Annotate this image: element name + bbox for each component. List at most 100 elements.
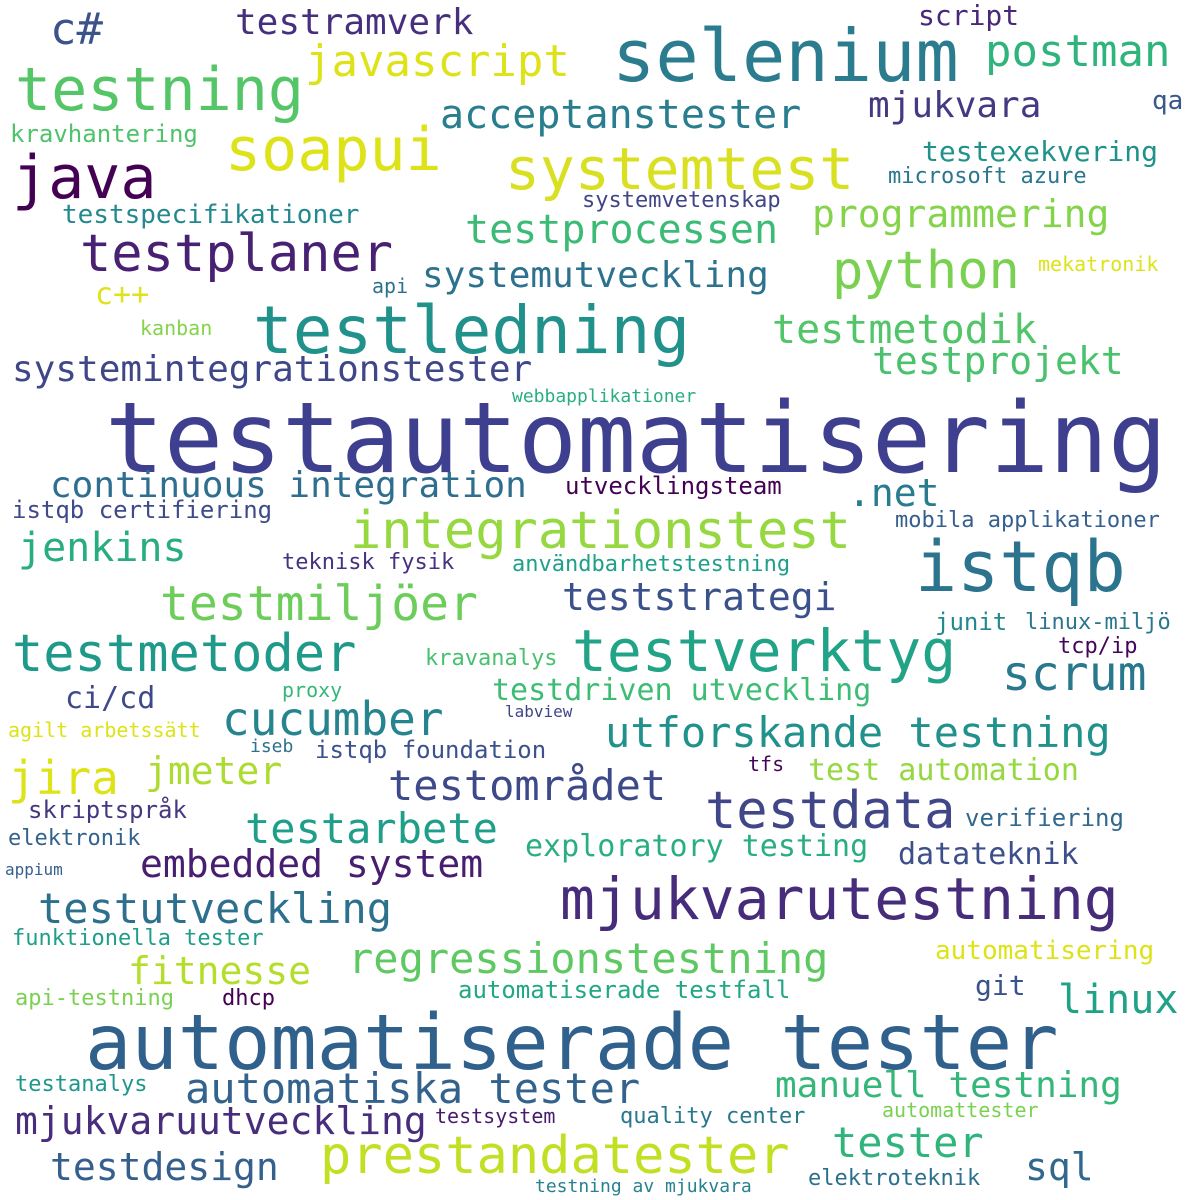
word-testmetodik: testmetodik (772, 307, 1037, 353)
word-kravhantering: kravhantering (10, 120, 198, 148)
word-exploratory-testing: exploratory testing (525, 829, 869, 864)
word-ci-cd: ci/cd (65, 681, 156, 716)
word-continuous-integration: continuous integration (50, 465, 527, 506)
word-elektroteknik: elektroteknik (808, 1166, 981, 1191)
word-testdriven-utveckling: testdriven utveckling (492, 673, 872, 708)
word-funktionella-tester: funktionella tester (12, 926, 264, 951)
word-datateknik: datateknik (898, 837, 1079, 872)
word-testning: testning (15, 55, 304, 125)
word-testledning: testledning (253, 292, 691, 369)
word-qa: qa (1152, 86, 1184, 116)
word-automatiska-tester: automatiska tester (185, 1064, 641, 1113)
word-api-testning: api-testning (15, 986, 174, 1011)
word-systemintegrationstester: systemintegrationstester (12, 349, 533, 390)
word-testanalys: testanalys (15, 1072, 148, 1097)
word-python: python (832, 241, 1020, 301)
word-linux: linux (1058, 977, 1179, 1023)
word-proxy: proxy (282, 678, 343, 702)
word-automatisering: automatisering (935, 936, 1155, 966)
word-labview: labview (505, 702, 573, 721)
word-prestandatester: prestandatester (320, 1126, 790, 1186)
word-javascript: javascript (305, 36, 570, 87)
word-selenium: selenium (612, 14, 959, 98)
word-automatiserade-testfall: automatiserade testfall (458, 976, 791, 1004)
word-appium: appium (5, 860, 63, 879)
word-tfs: tfs (748, 752, 785, 776)
word-regressionstestning: regressionstestning (348, 934, 829, 983)
word-testsystem: testsystem (435, 1104, 556, 1128)
word-mjukvaruutveckling: mjukvaruutveckling (15, 1099, 427, 1143)
word-acceptanstester: acceptanstester (440, 92, 802, 138)
word-script: script (918, 0, 1020, 32)
word-test-automation: test automation (808, 753, 1079, 788)
word-git: git (975, 969, 1026, 1002)
word-mobila-applikationer: mobila applikationer (895, 508, 1160, 533)
word-testexekvering: testexekvering (922, 135, 1159, 168)
word-utforskande-testning: utforskande testning (605, 708, 1111, 757)
word-embedded-system: embedded system (140, 842, 484, 886)
word-tester: tester (832, 1118, 984, 1167)
word-testplaner: testplaner (80, 224, 394, 284)
word-testning-av-mjukvara: testning av mjukvara (535, 1176, 752, 1197)
word-testmetoder: testmetoder (12, 624, 357, 684)
word-istqb-certifiering: istqb certifiering (12, 496, 273, 524)
word-mjukvara: mjukvara (868, 85, 1042, 126)
word-mekatronik: mekatronik (1038, 252, 1159, 276)
word-jmeter: jmeter (145, 749, 283, 793)
word-c-sharp: c# (50, 4, 103, 55)
word-mjukvarutestning: mjukvarutestning (560, 865, 1119, 933)
word-cucumber: cucumber (222, 692, 444, 746)
word-testautomatisering: testautomatisering (105, 382, 1168, 496)
word-scrum: scrum (1002, 646, 1147, 702)
word-sql: sql (1025, 1145, 1094, 1189)
word-anvandbarhetstestning: användbarhetstestning (512, 552, 791, 577)
word-skriptsprak: skriptspråk (28, 796, 187, 824)
word-kravanalys: kravanalys (425, 646, 558, 671)
word-testspecifikationer: testspecifikationer (62, 200, 360, 230)
word-verifiering: verifiering (965, 804, 1124, 832)
word-jira: jira (8, 751, 119, 805)
word-testarbete: testarbete (245, 804, 498, 853)
word-dotnet: .net (848, 471, 940, 515)
word-junit: junit (935, 608, 1008, 636)
word-automattester: automattester (882, 1098, 1039, 1122)
word-testdesign: testdesign (50, 1145, 279, 1189)
word-systemutveckling: systemutveckling (422, 255, 769, 296)
word-programmering: programmering (812, 192, 1110, 236)
word-testutveckling: testutveckling (38, 884, 393, 933)
word-iseb: iseb (250, 736, 294, 757)
word-quality-center: quality center (620, 1104, 806, 1129)
word-tcp-ip: tcp/ip (1058, 634, 1138, 659)
word-testprojekt: testprojekt (872, 339, 1124, 383)
word-teststrategi: teststrategi (562, 575, 837, 619)
word-testomradet: testområdet (388, 761, 667, 810)
word-istqb: istqb (915, 526, 1126, 608)
word-teknisk-fysik: teknisk fysik (282, 550, 455, 575)
word-testmiljoer: testmiljöer (160, 576, 478, 632)
word-testprocessen: testprocessen (465, 207, 779, 253)
word-java: java (12, 143, 157, 213)
word-elektronik: elektronik (8, 826, 141, 851)
word-systemvetenskap: systemvetenskap (582, 188, 781, 213)
word-linux-miljo: linux-miljö (1025, 610, 1171, 635)
word-dhcp: dhcp (222, 986, 275, 1011)
word-integrationstest: integrationstest (350, 501, 851, 561)
word-c-plus-plus: c++ (95, 277, 150, 312)
word-automatiserade-tester: automatiserade tester (85, 999, 1059, 1088)
word-api: api (372, 274, 409, 298)
word-postman: postman (985, 26, 1171, 77)
word-soapui: soapui (225, 115, 442, 185)
word-jenkins: jenkins (18, 525, 187, 571)
word-utvecklingsteam: utvecklingsteam (565, 472, 782, 500)
word-manuell-testning: manuell testning (775, 1065, 1122, 1106)
word-fitnesse: fitnesse (128, 949, 312, 993)
word-testverktyg: testverktyg (572, 617, 957, 685)
word-systemtest: systemtest (505, 135, 855, 203)
word-kanban: kanban (140, 316, 213, 340)
word-microsoft-azure: microsoft azure (888, 164, 1087, 189)
word-agilt-arbetssatt: agilt arbetssätt (8, 718, 201, 742)
word-istqb-foundation: istqb foundation (315, 736, 547, 764)
word-testdata: testdata (705, 781, 956, 841)
word-testramverk: testramverk (235, 2, 474, 43)
